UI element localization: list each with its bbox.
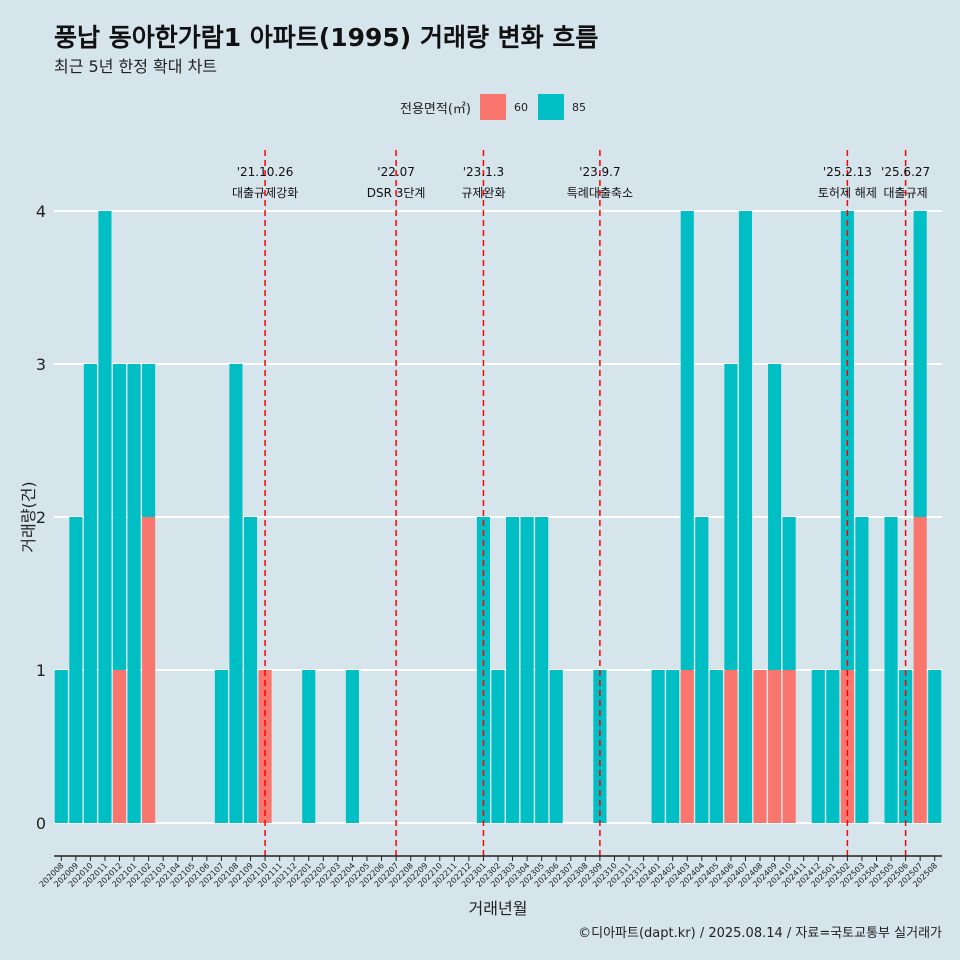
event-label-202502: 토허제 해제 <box>818 186 877 200</box>
event-label-202110: 대출규제강화 <box>232 186 298 200</box>
x-axis-title: 거래년월 <box>469 899 528 918</box>
event-label-202301: 규제완화 <box>461 186 505 200</box>
event-date-202301: '23.1.3 <box>463 165 504 179</box>
bar-85-202010 <box>83 364 97 823</box>
y-tick-label: 0 <box>36 814 46 833</box>
bar-60-202410 <box>782 670 796 823</box>
event-date-202110: '21.10.26 <box>237 165 294 179</box>
bar-85-202409 <box>768 364 782 670</box>
bar-85-202412 <box>811 670 825 823</box>
bar-60-202406 <box>724 670 738 823</box>
bar-85-202009 <box>69 517 83 823</box>
bar-85-202303 <box>506 517 520 823</box>
caption: ©디아파트(dapt.kr) / 2025.08.14 / 자료=국토교통부 실… <box>578 926 942 941</box>
event-label-202207: DSR 3단계 <box>367 186 426 200</box>
bar-85-202403 <box>680 211 694 670</box>
chart-subtitle: 최근 5년 한정 확대 차트 <box>54 57 218 76</box>
bar-85-202012 <box>112 364 127 670</box>
axes: 0123420200820200920201020201120201220210… <box>36 202 942 889</box>
y-tick-label: 1 <box>36 661 46 680</box>
bars <box>54 211 942 823</box>
y-axis-title: 거래량(건) <box>19 481 38 552</box>
bar-85-202302 <box>491 670 505 823</box>
bar-60-202102 <box>142 517 156 823</box>
bar-85-202101 <box>127 364 141 823</box>
legend-swatch-60 <box>479 94 506 120</box>
bar-85-202404 <box>695 517 709 823</box>
bar-85-202109 <box>243 517 258 823</box>
bar-85-202410 <box>782 517 796 670</box>
bar-85-202102 <box>142 364 156 517</box>
y-tick-label: 4 <box>36 202 46 221</box>
bar-60-202502 <box>840 670 854 823</box>
bar-85-202309 <box>593 670 607 823</box>
bar-60-202507 <box>913 517 927 823</box>
event-date-202502: '25.2.13 <box>823 165 872 179</box>
bar-60-202110 <box>258 670 272 823</box>
bar-85-202305 <box>535 517 549 823</box>
bar-60-202403 <box>680 670 694 823</box>
bar-60-202409 <box>768 670 782 823</box>
bar-85-202506 <box>899 670 913 823</box>
legend-title: 전용면적(㎡) <box>400 101 471 117</box>
bar-85-202402 <box>666 670 680 823</box>
y-tick-label: 2 <box>36 508 46 527</box>
legend-label-85: 85 <box>571 100 586 114</box>
event-date-202309: '23.9.7 <box>579 165 620 179</box>
bar-60-202408 <box>753 670 767 823</box>
event-lines: '21.10.26 대출규제강화 '22.07 DSR 3단계 '23.1.3 규제완화 '… <box>232 150 930 856</box>
bar-85-202304 <box>520 517 534 823</box>
event-date-202207: '22.07 <box>377 165 415 179</box>
bar-85-202306 <box>549 670 563 823</box>
bar-85-202011 <box>98 211 112 823</box>
bar-85-202201 <box>302 670 316 823</box>
legend-swatch-85 <box>537 94 564 120</box>
bar-85-202107 <box>214 670 228 823</box>
legend: 전용면적(㎡) 60 85 <box>400 93 596 121</box>
bar-85-202406 <box>724 364 738 670</box>
bar-85-202204 <box>345 670 359 823</box>
bar-85-202507 <box>913 211 927 517</box>
event-date-202506: '25.6.27 <box>881 165 930 179</box>
bar-85-202407 <box>738 211 753 823</box>
event-label-202309: 특례대출축소 <box>567 186 633 200</box>
chart-title: 풍납 동아한가람1 아파트(1995) 거래량 변화 흐름 <box>54 23 599 52</box>
bar-60-202012 <box>112 670 127 823</box>
y-tick-label: 3 <box>36 355 46 374</box>
bar-85-202508 <box>928 670 942 823</box>
bar-85-202008 <box>54 670 68 823</box>
bar-85-202501 <box>826 670 840 823</box>
legend-label-60: 60 <box>513 100 528 114</box>
bar-85-202401 <box>651 670 665 823</box>
bar-85-202505 <box>884 517 898 823</box>
bar-85-202405 <box>709 670 723 823</box>
event-label-202506: 대출규제 <box>884 186 928 200</box>
bar-85-202503 <box>855 517 869 823</box>
bar-85-202108 <box>229 364 243 823</box>
